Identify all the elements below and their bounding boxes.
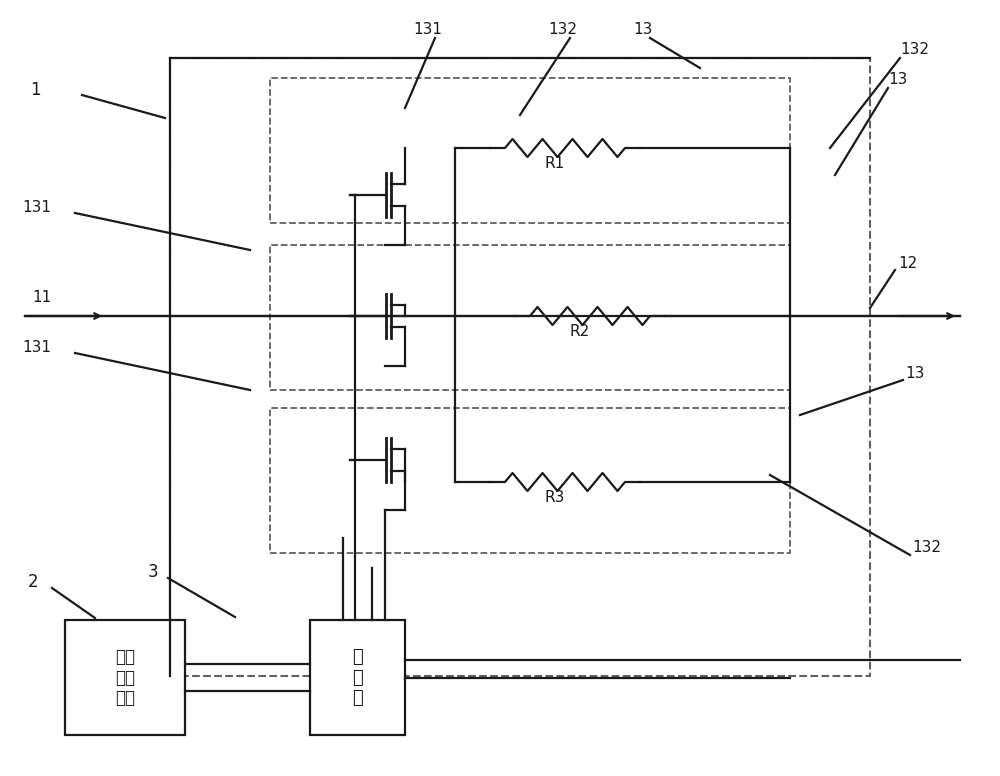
- Text: 132: 132: [548, 23, 577, 37]
- Text: 3: 3: [148, 563, 159, 581]
- Text: 13: 13: [905, 365, 924, 380]
- Text: R1: R1: [545, 157, 565, 171]
- Text: 131: 131: [413, 23, 442, 37]
- Bar: [270, 78, 790, 223]
- Bar: [270, 408, 790, 553]
- Text: 132: 132: [900, 43, 929, 57]
- Text: 131: 131: [22, 200, 51, 216]
- Text: 2: 2: [28, 573, 39, 591]
- Text: R3: R3: [545, 490, 565, 505]
- Text: 13: 13: [633, 23, 652, 37]
- Bar: [65, 620, 185, 735]
- Text: 131: 131: [22, 341, 51, 355]
- Bar: [270, 245, 790, 390]
- Text: 12: 12: [898, 255, 917, 271]
- Bar: [170, 58, 870, 676]
- Text: 温度
检测
装置: 温度 检测 装置: [115, 648, 135, 707]
- Text: 1: 1: [30, 81, 41, 99]
- Bar: [310, 620, 405, 735]
- Text: 11: 11: [32, 290, 51, 306]
- Text: R2: R2: [570, 324, 590, 340]
- Text: 13: 13: [888, 72, 907, 88]
- Text: 132: 132: [912, 541, 941, 556]
- Text: 控
制
器: 控 制 器: [352, 648, 363, 707]
